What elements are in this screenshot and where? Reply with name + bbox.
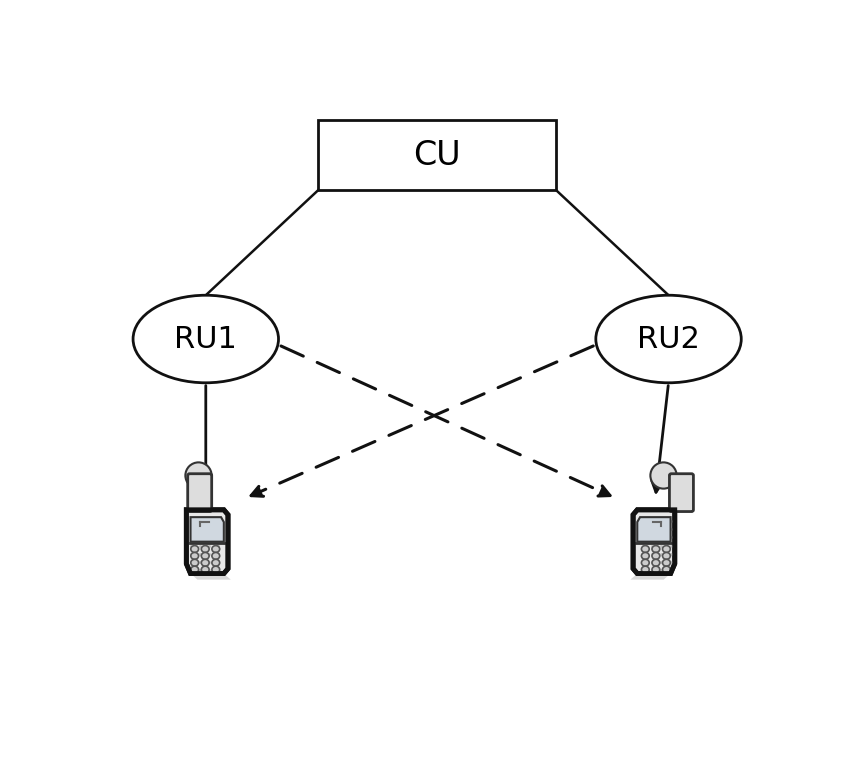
Bar <box>318 121 556 190</box>
Circle shape <box>191 553 199 559</box>
Circle shape <box>211 553 220 559</box>
Circle shape <box>651 566 659 573</box>
Text: RU1: RU1 <box>174 324 237 353</box>
Ellipse shape <box>133 296 278 383</box>
Circle shape <box>191 546 199 553</box>
Circle shape <box>651 546 659 553</box>
Circle shape <box>201 546 209 553</box>
Circle shape <box>662 566 670 573</box>
Circle shape <box>211 566 220 573</box>
Circle shape <box>201 559 209 566</box>
Polygon shape <box>186 510 227 574</box>
Circle shape <box>662 546 670 553</box>
Text: RU2: RU2 <box>636 324 699 353</box>
Polygon shape <box>630 574 670 580</box>
Circle shape <box>191 566 199 573</box>
Circle shape <box>211 546 220 553</box>
Polygon shape <box>632 510 636 574</box>
Circle shape <box>211 559 220 566</box>
Polygon shape <box>223 510 227 574</box>
Circle shape <box>191 559 199 566</box>
Circle shape <box>201 553 209 559</box>
Text: CU: CU <box>413 139 460 171</box>
Circle shape <box>201 566 209 573</box>
Ellipse shape <box>595 296 740 383</box>
FancyBboxPatch shape <box>187 474 211 512</box>
Polygon shape <box>632 510 674 574</box>
Circle shape <box>651 559 659 566</box>
Circle shape <box>641 566 648 573</box>
Circle shape <box>662 553 670 559</box>
Circle shape <box>641 559 648 566</box>
Polygon shape <box>190 574 231 580</box>
Polygon shape <box>636 517 670 542</box>
Circle shape <box>662 559 670 566</box>
Circle shape <box>641 546 648 553</box>
Circle shape <box>641 553 648 559</box>
Circle shape <box>651 553 659 559</box>
FancyBboxPatch shape <box>669 474 693 512</box>
Polygon shape <box>190 517 223 542</box>
